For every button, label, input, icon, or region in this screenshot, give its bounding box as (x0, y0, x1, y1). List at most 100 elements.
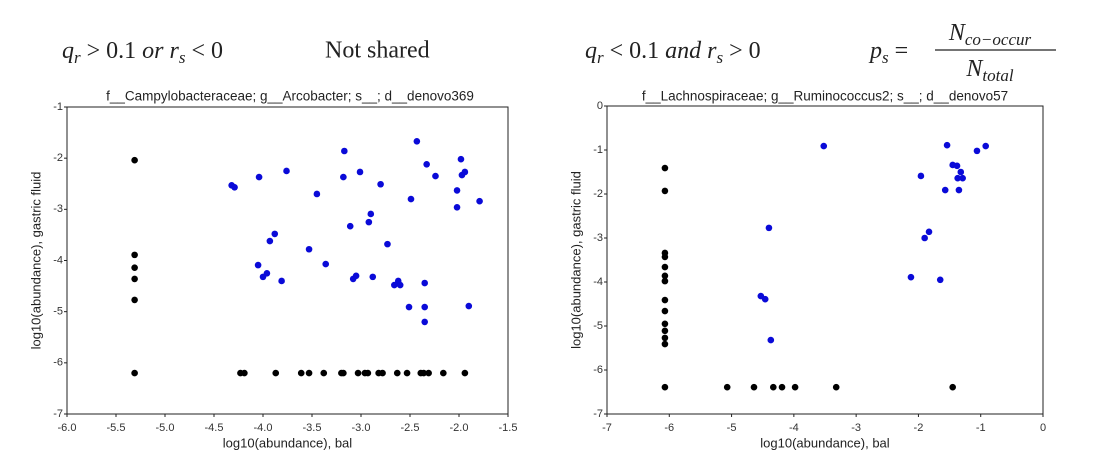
point (131, 156, 138, 164)
left-formula: qr > 0.1 or rs < 0 (62, 38, 223, 67)
formula-part: r (74, 48, 81, 67)
x-axis-label: log10(abundance), bal (760, 435, 889, 450)
point (770, 383, 777, 391)
point (959, 174, 966, 182)
point (943, 141, 951, 149)
y-tick-label: -7 (53, 408, 63, 420)
formula-part: total (982, 66, 1013, 85)
point (661, 327, 669, 335)
point (346, 222, 354, 230)
formula-part: < 0 (185, 38, 223, 64)
point (465, 302, 473, 310)
y-tick-label: -4 (53, 254, 63, 266)
x-tick-label: 0 (1040, 422, 1046, 434)
y-axis-label: log10(abundance), gastric fluid (568, 171, 583, 349)
formula-part: q (585, 38, 597, 64)
point (661, 340, 669, 348)
point (954, 174, 961, 182)
point (384, 240, 391, 248)
point (305, 245, 313, 253)
formula-part: = (889, 38, 909, 64)
right-formula: qr < 0.1 and rs > 0 (585, 38, 761, 67)
point (925, 228, 933, 236)
point (131, 275, 138, 283)
scatter-chart: -7 -6 -5 -4 -3 -2 -1 0 -7 -6 -5 -4 -3 -2 -1 0 f__Lachnos… (568, 89, 1046, 451)
ps-numerator: Nco−occur (948, 20, 1032, 49)
x-tick-label: -6.0 (58, 422, 77, 434)
point (453, 203, 461, 211)
point (423, 161, 430, 168)
x-tick-label: -1.5 (499, 422, 518, 434)
formula-part: < 0.1 (604, 38, 666, 64)
point (403, 369, 411, 377)
point (941, 186, 949, 194)
point (254, 261, 262, 269)
point (432, 172, 439, 180)
x-tick-label: -3 (851, 422, 861, 434)
point (907, 273, 915, 281)
formula-part: or (142, 38, 169, 64)
point (461, 369, 469, 377)
point (283, 167, 290, 175)
point (761, 295, 769, 303)
point (791, 383, 799, 391)
y-tick-label: -6 (53, 357, 63, 369)
x-tick-label: -2 (914, 422, 924, 434)
point (832, 383, 840, 391)
formula-part: s (179, 48, 186, 67)
x-tick-label: -2.0 (450, 422, 469, 434)
formula-part: > 0.1 (81, 38, 143, 64)
x-tick-label: -5.0 (156, 422, 175, 434)
y-tick-label: -2 (53, 152, 63, 164)
point (393, 369, 401, 377)
point (352, 272, 360, 280)
point (661, 263, 669, 271)
point (131, 369, 138, 377)
y-tick-label: -3 (593, 232, 603, 244)
point (320, 369, 328, 377)
x-tick-label: -5 (727, 422, 737, 434)
point (131, 264, 138, 271)
point (661, 253, 669, 261)
point (340, 173, 347, 181)
point (322, 260, 330, 268)
point (354, 369, 362, 377)
x-tick-label: -4 (789, 422, 799, 434)
y-axis-label: log10(abundance), gastric fluid (28, 172, 43, 350)
point (957, 168, 965, 176)
formula-part: r (597, 48, 604, 67)
plot-frame (606, 105, 1044, 415)
x-tick-label: -4.0 (254, 422, 273, 434)
point (661, 272, 669, 280)
point (263, 269, 271, 277)
point (778, 383, 786, 391)
y-tick-label: -5 (593, 320, 603, 332)
point (661, 320, 669, 328)
formula-part: p (868, 38, 882, 64)
point (341, 147, 348, 155)
point (278, 277, 285, 285)
point (266, 237, 274, 245)
x-tick-label: -2.5 (401, 422, 420, 434)
y-tick-label: -6 (593, 364, 603, 376)
point (921, 234, 928, 242)
point (661, 277, 669, 285)
point (765, 224, 773, 232)
point (305, 369, 313, 377)
point (364, 369, 372, 377)
point (405, 303, 413, 311)
formula-part: q (62, 38, 74, 64)
point (458, 171, 466, 179)
formula-part: > 0 (723, 38, 761, 64)
x-axis-label: log10(abundance), bal (223, 435, 352, 450)
y-tick-label: -4 (593, 276, 603, 288)
left-label: Not shared (325, 38, 430, 64)
x-tick-label: -1 (976, 422, 986, 434)
formula-part: r (707, 38, 717, 64)
point (407, 195, 415, 203)
formula-part: s (717, 48, 724, 67)
ps-lhs: ps = (868, 38, 908, 67)
point (271, 230, 279, 238)
x-tick-label: -3.5 (303, 422, 322, 434)
point (936, 276, 944, 284)
